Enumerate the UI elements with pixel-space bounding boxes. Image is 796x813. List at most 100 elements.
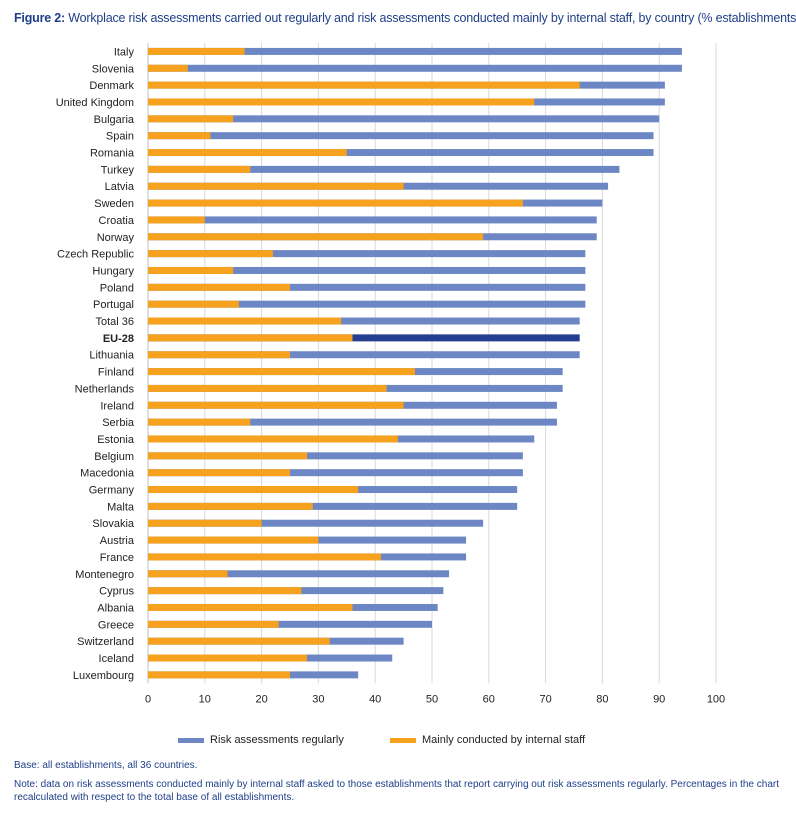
category-label: Estonia [97, 434, 135, 446]
category-label: Latvia [105, 181, 135, 193]
figure-title: Figure 2: Workplace risk assessments car… [14, 11, 796, 25]
category-label: Albania [97, 602, 135, 614]
bar-regular [148, 317, 580, 325]
bar-internal [148, 637, 330, 645]
bar-internal [148, 250, 273, 258]
bar-internal [148, 81, 580, 89]
bar-internal [148, 98, 535, 106]
category-label: Greece [98, 619, 134, 631]
x-tick-label: 100 [707, 693, 725, 705]
x-tick-label: 10 [199, 693, 211, 705]
category-label: Finland [98, 367, 134, 379]
legend-swatch-internal [390, 737, 416, 743]
bar-regular [148, 266, 586, 274]
legend-label-internal: Mainly conducted by internal staff [422, 734, 586, 746]
x-tick-label: 50 [426, 693, 438, 705]
bar-regular [148, 452, 523, 460]
category-label: Cyprus [99, 586, 134, 598]
bar-internal [148, 654, 308, 662]
category-label: Bulgaria [94, 114, 135, 126]
bar-internal [148, 165, 251, 173]
category-label: Czech Republic [57, 249, 135, 261]
category-label: Spain [106, 131, 134, 143]
x-tick-labels: 0 10 20 30 40 50 60 70 80 90 100 [145, 693, 725, 705]
figure-text: Workplace risk assessments carried out r… [68, 11, 796, 25]
bar-internal [148, 502, 313, 510]
bar-internal [148, 553, 381, 561]
x-tick-label: 30 [312, 693, 324, 705]
bar-internal [148, 401, 404, 409]
bar-regular [148, 351, 580, 359]
bar-internal [148, 384, 387, 392]
category-label: Hungary [92, 265, 134, 277]
x-tick-label: 60 [483, 693, 495, 705]
category-label: Croatia [99, 215, 135, 227]
bar-internal [148, 469, 290, 477]
bar-internal [148, 519, 262, 527]
bar-regular [148, 418, 557, 426]
bar-chart: Italy Slovenia Denmark United Kingdom Bulgar… [56, 43, 725, 705]
bars [148, 47, 682, 679]
category-label: Slovakia [92, 518, 134, 530]
bar-internal [148, 47, 245, 55]
category-label: Denmark [89, 80, 134, 92]
category-label: Italy [114, 46, 135, 58]
bar-regular [148, 216, 597, 224]
category-label: Netherlands [75, 383, 135, 395]
bar-regular [148, 132, 654, 140]
bar-internal [148, 435, 398, 443]
bar-internal [148, 587, 302, 595]
bar-regular [148, 620, 432, 628]
category-label: Portugal [93, 299, 134, 311]
category-labels: Italy Slovenia Denmark United Kingdom Bulgar… [56, 46, 135, 681]
category-label: Germany [89, 485, 135, 497]
x-tick-label: 20 [255, 693, 267, 705]
bar-internal [148, 536, 319, 544]
bar-internal [148, 233, 484, 241]
category-label: Austria [100, 535, 135, 547]
bar-regular [148, 283, 586, 291]
figure-label: Figure 2: [14, 11, 65, 25]
bar-internal [148, 351, 290, 359]
x-tick-label: 90 [653, 693, 665, 705]
bar-internal [148, 486, 359, 494]
bar-internal [148, 620, 279, 628]
bar-internal [148, 300, 239, 308]
bar-internal [148, 452, 308, 460]
bar-internal [148, 570, 228, 578]
legend-item-internal: Mainly conducted by internal staff [390, 734, 585, 746]
bar-internal [148, 334, 353, 342]
category-label: Macedonia [80, 468, 135, 480]
x-tick-label: 70 [539, 693, 551, 705]
bar-internal [148, 216, 205, 224]
category-label: Lithuania [89, 350, 135, 362]
bar-regular [148, 149, 654, 157]
bar-regular [148, 300, 586, 308]
legend-swatch-regular [178, 737, 204, 743]
bar-internal [148, 182, 404, 190]
bar-regular [148, 165, 620, 173]
bar-regular [148, 115, 660, 123]
bar-regular [148, 47, 682, 55]
category-label: Turkey [101, 164, 135, 176]
bar-internal [148, 149, 347, 157]
bar-internal [148, 603, 353, 611]
category-label: France [100, 552, 134, 564]
bar-internal [148, 64, 188, 72]
bar-internal [148, 132, 211, 140]
category-label: Montenegro [75, 569, 134, 581]
bar-regular [148, 570, 450, 578]
bar-internal [148, 671, 290, 679]
category-label: Sweden [94, 198, 134, 210]
bar-regular [148, 502, 518, 510]
bar-internal [148, 199, 523, 207]
category-label: Belgium [94, 451, 134, 463]
bar-internal [148, 418, 251, 426]
legend-label-regular: Risk assessments regularly [210, 734, 344, 746]
bar-internal [148, 283, 290, 291]
bar-internal [148, 115, 234, 123]
x-tick-label: 0 [145, 693, 151, 705]
category-label: Slovenia [92, 63, 135, 75]
category-label: Total 36 [95, 316, 134, 328]
bar-internal [148, 368, 415, 376]
